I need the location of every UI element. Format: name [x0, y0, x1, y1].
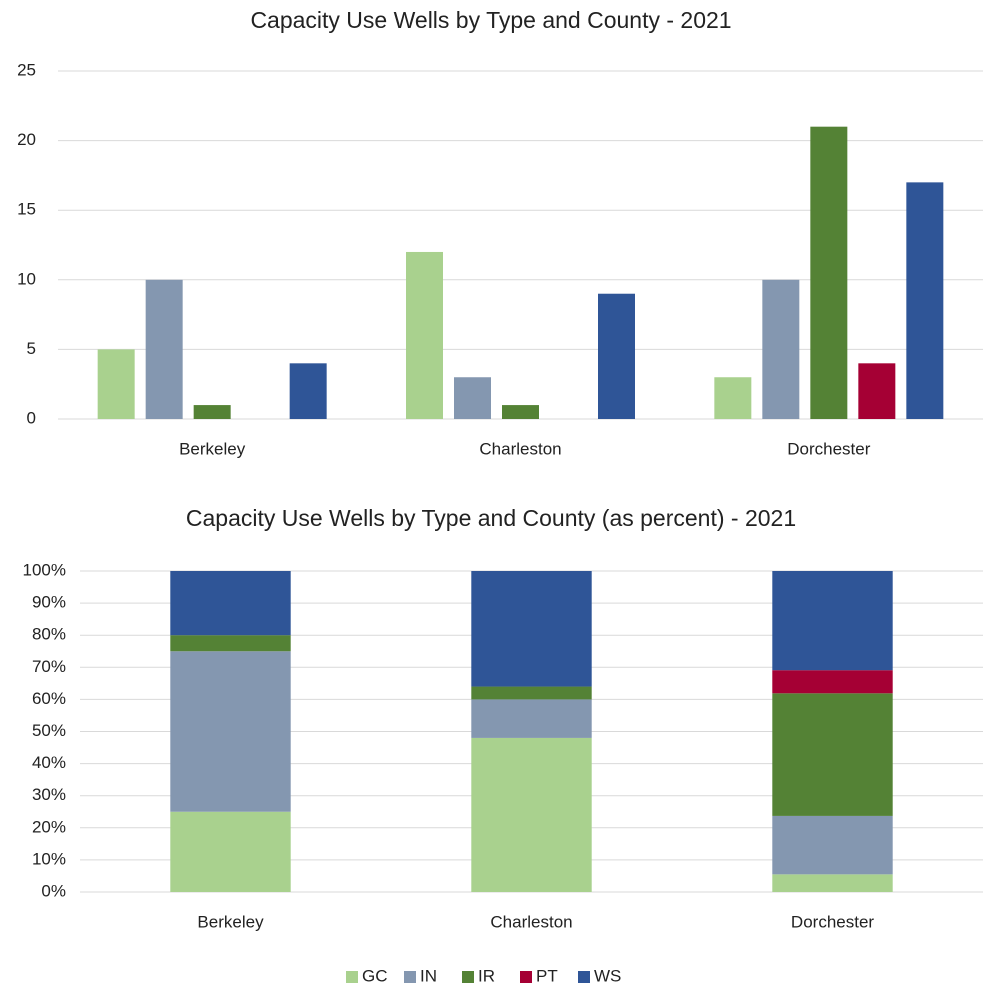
x-tick-label: Berkeley [197, 912, 264, 931]
bar [97, 349, 135, 419]
y-tick-label: 80% [32, 625, 66, 644]
y-tick-label: 100% [23, 560, 66, 579]
bar [289, 363, 327, 419]
bar [145, 279, 183, 419]
bar [762, 279, 800, 419]
x-tick-label: Charleston [490, 912, 572, 931]
bar [502, 405, 539, 419]
bar [810, 126, 848, 420]
bar-segment [170, 811, 291, 892]
legend-label: WS [594, 966, 621, 985]
bar-segment [772, 693, 893, 816]
y-tick-label: 90% [32, 593, 66, 612]
legend-label: IN [420, 966, 437, 985]
bar [858, 363, 896, 419]
y-tick-label: 50% [32, 721, 66, 740]
y-tick-label: 5 [27, 339, 36, 358]
legend-swatch [346, 971, 358, 983]
legend-swatch [520, 971, 532, 983]
x-tick-label: Dorchester [791, 912, 874, 931]
bar-segment [772, 874, 893, 892]
bar-segment [471, 737, 592, 892]
legend-swatch [578, 971, 590, 983]
bar-segment [772, 670, 893, 694]
y-tick-label: 0 [27, 408, 36, 427]
legend-label: PT [536, 966, 558, 985]
bar-segment [471, 571, 592, 687]
x-tick-label: Berkeley [179, 439, 246, 458]
x-tick-label: Charleston [479, 439, 561, 458]
bar [454, 377, 491, 419]
y-tick-label: 15 [17, 200, 36, 219]
bar-segment [772, 571, 893, 671]
bar [193, 405, 231, 419]
y-tick-label: 10% [32, 849, 66, 868]
y-tick-label: 60% [32, 689, 66, 708]
bar [598, 293, 635, 419]
x-tick-label: Dorchester [787, 439, 870, 458]
bar [406, 251, 443, 419]
bar-segment [471, 686, 592, 700]
bar-segment [170, 651, 291, 812]
chart-title: Capacity Use Wells by Type and County - … [250, 7, 731, 33]
y-tick-label: 0% [41, 881, 66, 900]
legend-swatch [462, 971, 474, 983]
bar [714, 377, 752, 419]
y-tick-label: 20% [32, 817, 66, 836]
chart-title: Capacity Use Wells by Type and County (a… [186, 505, 796, 531]
y-tick-label: 25 [17, 60, 36, 79]
legend-swatch [404, 971, 416, 983]
bar-segment [772, 815, 893, 875]
bar [906, 182, 944, 419]
legend-label: IR [478, 966, 495, 985]
y-tick-label: 10 [17, 269, 36, 288]
y-tick-label: 20 [17, 130, 36, 149]
y-tick-label: 70% [32, 657, 66, 676]
bar-segment [170, 635, 291, 652]
bar-segment [471, 699, 592, 738]
bar-segment [170, 571, 291, 636]
y-tick-label: 40% [32, 753, 66, 772]
legend-label: GC [362, 966, 388, 985]
y-tick-label: 30% [32, 785, 66, 804]
